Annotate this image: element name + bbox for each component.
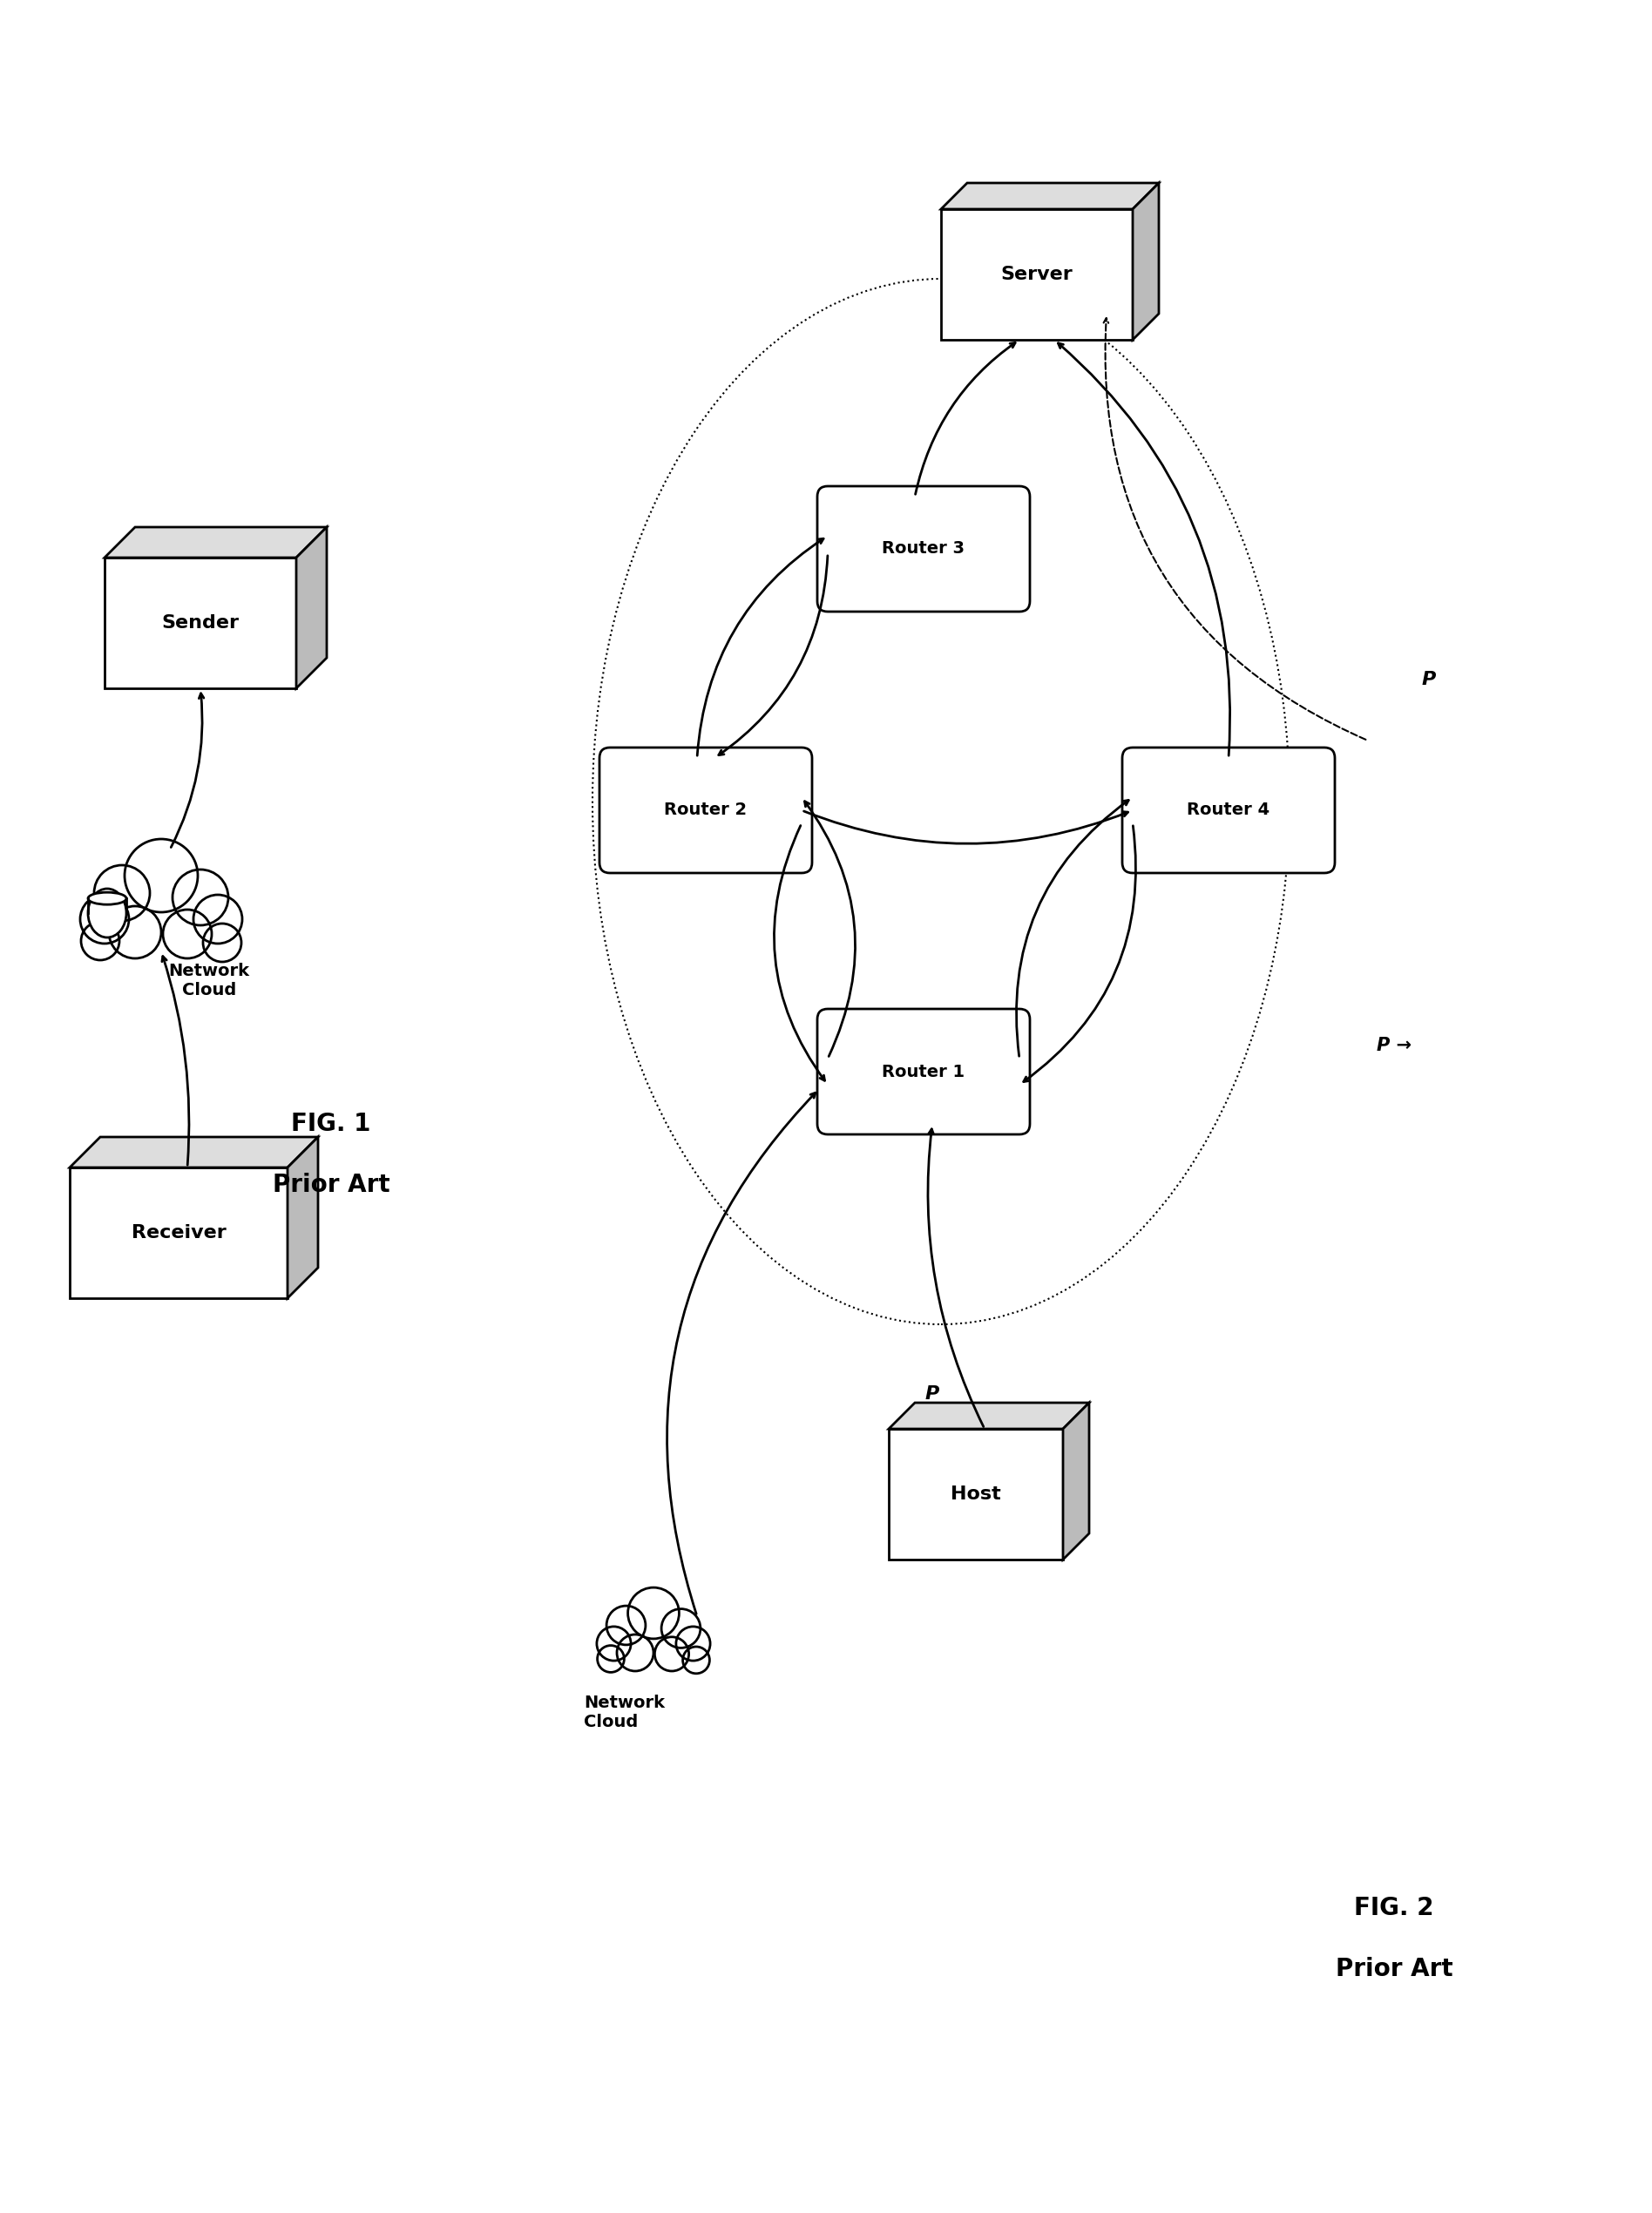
Text: Server: Server [1001,266,1072,283]
Circle shape [676,1627,710,1660]
FancyBboxPatch shape [818,1009,1029,1135]
Circle shape [193,894,243,943]
Polygon shape [69,1168,287,1299]
Polygon shape [942,184,1158,208]
Circle shape [81,923,119,960]
Circle shape [661,1609,700,1649]
Circle shape [124,839,198,912]
Text: Router 2: Router 2 [664,801,747,819]
Text: Network
Cloud: Network Cloud [583,1695,664,1731]
Text: Host: Host [950,1485,1001,1503]
Circle shape [596,1627,631,1660]
Circle shape [598,1646,624,1673]
Text: Prior Art: Prior Art [1335,1956,1452,1981]
Polygon shape [69,1137,319,1168]
Polygon shape [1133,184,1158,341]
Circle shape [109,905,162,958]
Polygon shape [287,1137,319,1299]
Text: FIG. 2: FIG. 2 [1355,1897,1434,1921]
Circle shape [654,1638,689,1671]
FancyBboxPatch shape [1122,748,1335,872]
Text: P: P [1422,671,1436,688]
Text: FIG. 1: FIG. 1 [291,1111,372,1135]
Text: Router 1: Router 1 [882,1064,965,1080]
Circle shape [172,870,228,925]
Circle shape [682,1646,710,1673]
Circle shape [628,1587,679,1640]
Circle shape [164,910,211,958]
Text: Receiver: Receiver [131,1224,226,1241]
FancyBboxPatch shape [818,487,1029,611]
Circle shape [606,1607,646,1644]
Polygon shape [942,208,1133,341]
Circle shape [616,1635,654,1671]
Polygon shape [889,1403,1089,1430]
Polygon shape [889,1430,1062,1560]
Text: Network
Cloud: Network Cloud [169,963,249,998]
Ellipse shape [88,890,126,938]
Text: Router 3: Router 3 [882,540,965,558]
Polygon shape [104,558,296,688]
Text: Sender: Sender [162,615,240,631]
Text: P: P [925,1385,940,1403]
Text: P →: P → [1376,1038,1411,1053]
Polygon shape [1062,1403,1089,1560]
Circle shape [81,894,129,943]
Text: Router 4: Router 4 [1188,801,1270,819]
Text: Prior Art: Prior Art [273,1173,390,1197]
Polygon shape [104,527,327,558]
Polygon shape [296,527,327,688]
FancyBboxPatch shape [600,748,813,872]
Ellipse shape [88,892,126,905]
Circle shape [203,923,241,963]
Circle shape [94,865,150,921]
